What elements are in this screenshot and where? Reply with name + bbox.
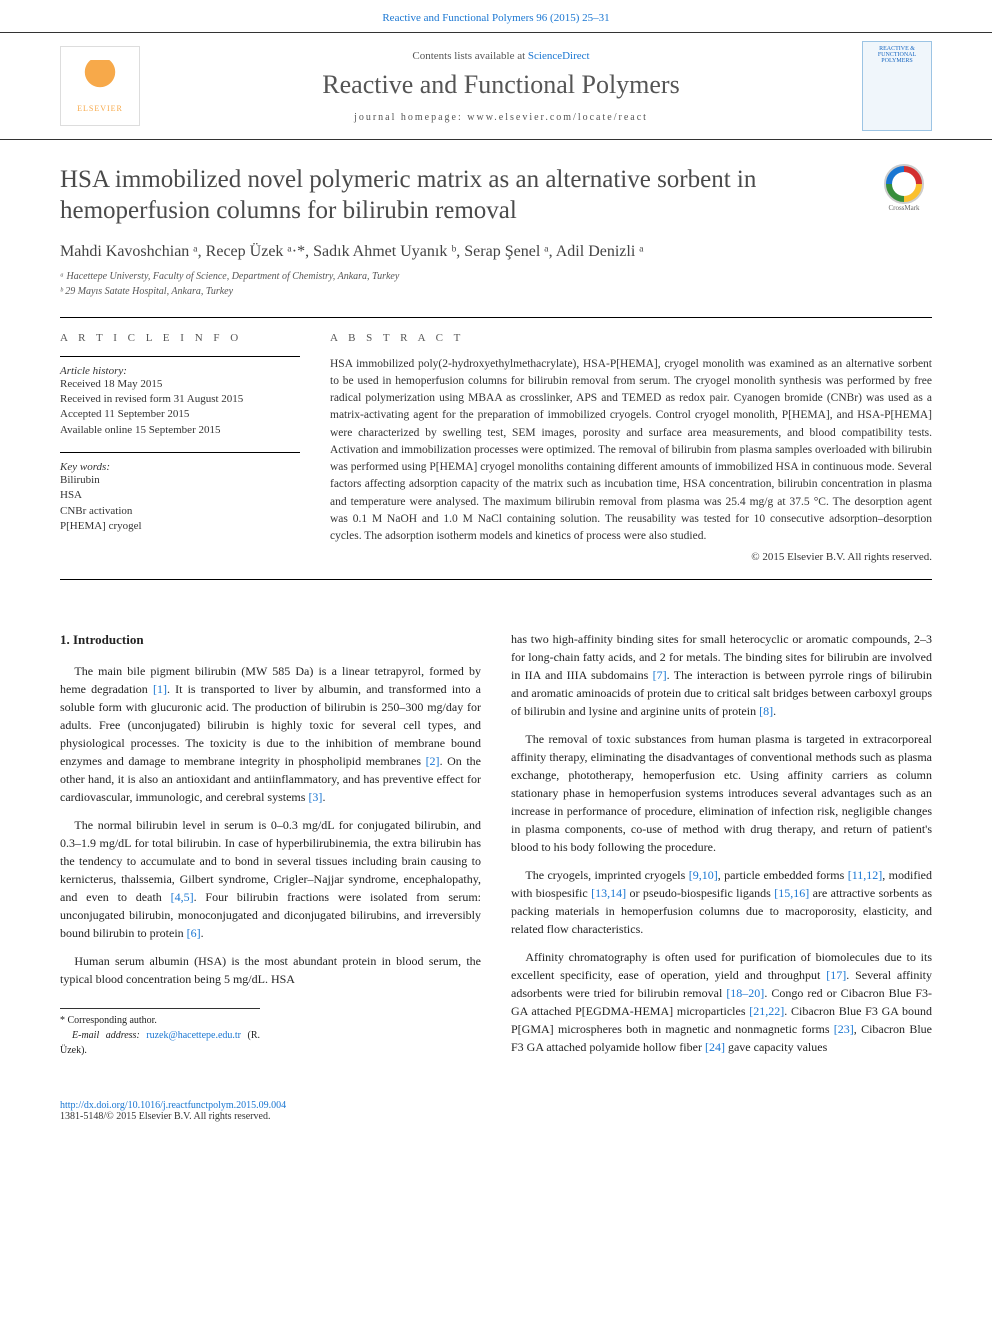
corr-label: * Corresponding author. [60, 1013, 260, 1028]
crossmark-badge[interactable]: CrossMark [876, 164, 932, 220]
publisher-logo: ELSEVIER [60, 46, 140, 126]
cite-11-12[interactable]: [11,12] [848, 868, 883, 882]
corr-email[interactable]: ruzek@hacettepe.edu.tr [146, 1030, 241, 1041]
crossmark-icon [884, 164, 924, 204]
para-r2: The removal of toxic substances from hum… [511, 730, 932, 856]
journal-name: Reactive and Functional Polymers [140, 70, 862, 100]
cite-13-14[interactable]: [13,14] [591, 886, 626, 900]
para-r3: The cryogels, imprinted cryogels [9,10],… [511, 866, 932, 938]
header-center: Contents lists available at ScienceDirec… [140, 50, 862, 123]
homepage-prefix: journal homepage: [354, 112, 467, 123]
sciencedirect-link[interactable]: ScienceDirect [528, 50, 590, 62]
info-abstract-row: A R T I C L E I N F O Article history: R… [60, 318, 932, 581]
abstract-column: A B S T R A C T HSA immobilized poly(2-h… [330, 332, 932, 564]
cite-4-5[interactable]: [4,5] [171, 890, 194, 904]
article-title: HSA immobilized novel polymeric matrix a… [60, 164, 856, 227]
cite-18-20[interactable]: [18–20] [726, 986, 764, 1000]
contents-line: Contents lists available at ScienceDirec… [140, 50, 862, 62]
issn-copyright: 1381-5148/© 2015 Elsevier B.V. All right… [60, 1111, 932, 1122]
keywords-label: Key words: [60, 461, 300, 473]
para-r4: Affinity chromatography is often used fo… [511, 948, 932, 1056]
article-history-block: Article history: Received 18 May 2015 Re… [60, 356, 300, 439]
cite-24[interactable]: [24] [705, 1040, 725, 1054]
cite-23[interactable]: [23] [834, 1022, 854, 1036]
affiliations: ᵃ Hacettepe Universty, Faculty of Scienc… [60, 269, 932, 299]
history-0: Received 18 May 2015 [60, 377, 300, 392]
cite-1[interactable]: [1] [153, 682, 167, 696]
left-column: 1. Introduction The main bile pigment bi… [60, 630, 481, 1066]
cite-7[interactable]: [7] [653, 668, 667, 682]
history-3: Available online 15 September 2015 [60, 423, 300, 438]
journal-cover: REACTIVE & FUNCTIONAL POLYMERS [862, 41, 932, 131]
elsevier-tree-icon [75, 60, 125, 100]
publisher-label: ELSEVIER [77, 104, 123, 113]
page-footer: http://dx.doi.org/10.1016/j.reactfunctpo… [0, 1100, 992, 1142]
affiliation-a: ᵃ Hacettepe Universty, Faculty of Scienc… [60, 269, 932, 284]
para-r1: has two high-affinity binding sites for … [511, 630, 932, 720]
cite-17[interactable]: [17] [826, 968, 846, 982]
right-column: has two high-affinity binding sites for … [511, 630, 932, 1066]
email-label: E-mail address: [72, 1030, 146, 1041]
abstract-copyright: © 2015 Elsevier B.V. All rights reserved… [330, 551, 932, 563]
corr-email-line: E-mail address: ruzek@hacettepe.edu.tr (… [60, 1028, 260, 1058]
cite-8[interactable]: [8] [759, 704, 773, 718]
homepage-url[interactable]: www.elsevier.com/locate/react [467, 112, 648, 123]
cite-6[interactable]: [6] [187, 926, 201, 940]
keyword-3: P[HEMA] cryogel [60, 519, 300, 534]
running-head-link[interactable]: Reactive and Functional Polymers 96 (201… [382, 12, 609, 24]
keyword-2: CNBr activation [60, 504, 300, 519]
cite-15-16[interactable]: [15,16] [774, 886, 809, 900]
cite-2[interactable]: [2] [426, 754, 440, 768]
corresponding-author-note: * Corresponding author. E-mail address: … [60, 1008, 260, 1058]
journal-header: ELSEVIER Contents lists available at Sci… [0, 32, 992, 140]
history-1: Received in revised form 31 August 2015 [60, 392, 300, 407]
history-label: Article history: [60, 365, 300, 377]
article-info-column: A R T I C L E I N F O Article history: R… [60, 332, 300, 564]
abstract-text: HSA immobilized poly(2-hydroxyethylmetha… [330, 356, 932, 546]
para-l3: Human serum albumin (HSA) is the most ab… [60, 952, 481, 988]
article-info-heading: A R T I C L E I N F O [60, 332, 300, 344]
keyword-0: Bilirubin [60, 473, 300, 488]
running-head: Reactive and Functional Polymers 96 (201… [0, 0, 992, 32]
homepage-line: journal homepage: www.elsevier.com/locat… [140, 112, 862, 123]
history-2: Accepted 11 September 2015 [60, 407, 300, 422]
section-1-heading: 1. Introduction [60, 630, 481, 650]
contents-prefix: Contents lists available at [412, 50, 527, 62]
doi-link[interactable]: http://dx.doi.org/10.1016/j.reactfunctpo… [60, 1100, 932, 1111]
crossmark-label: CrossMark [888, 204, 919, 212]
authors-line: Mahdi Kavoshchian ᵃ, Recep Üzek ᵃ·*, Sad… [60, 243, 932, 261]
cite-21-22[interactable]: [21,22] [749, 1004, 784, 1018]
body-columns: 1. Introduction The main bile pigment bi… [0, 600, 992, 1086]
article-front-matter: HSA immobilized novel polymeric matrix a… [0, 140, 992, 600]
para-l2: The normal bilirubin level in serum is 0… [60, 816, 481, 942]
cite-9-10[interactable]: [9,10] [689, 868, 718, 882]
abstract-heading: A B S T R A C T [330, 332, 932, 344]
para-l1: The main bile pigment bilirubin (MW 585 … [60, 662, 481, 806]
keyword-1: HSA [60, 488, 300, 503]
cite-3[interactable]: [3] [308, 790, 322, 804]
keywords-block: Key words: Bilirubin HSA CNBr activation… [60, 452, 300, 535]
affiliation-b: ᵇ 29 Mayıs Satate Hospital, Ankara, Turk… [60, 284, 932, 299]
